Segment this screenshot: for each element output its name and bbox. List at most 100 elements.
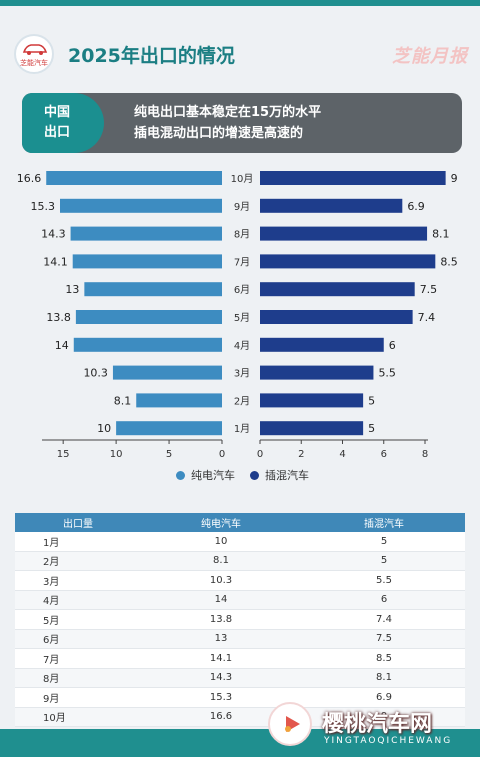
table-cell: 6.9: [303, 687, 465, 708]
table-cell: 16.6: [139, 707, 303, 727]
table-cell: 7月: [15, 648, 139, 669]
category-label: 9月: [234, 201, 250, 213]
table-cell: 9: [303, 707, 465, 727]
table-cell: 13: [139, 629, 303, 649]
data-label-phev: 7.4: [418, 311, 436, 324]
legend-dot-pure: [176, 471, 185, 480]
category-label: 1月: [234, 423, 250, 435]
table-cell: 6: [303, 590, 465, 610]
table-cell: 5: [303, 532, 465, 552]
table-header-month: 出口量: [15, 513, 139, 532]
logo-text: 芝能汽车: [20, 59, 48, 67]
category-label: 2月: [234, 395, 250, 407]
top-band: [0, 0, 480, 6]
table-cell: 7.5: [303, 629, 465, 649]
bar-phev: [260, 337, 384, 352]
table-cell: 5.5: [303, 570, 465, 591]
table-header-row: 出口量 纯电汽车 插混汽车: [15, 513, 465, 532]
table-cell: 15.3: [139, 687, 303, 708]
bar-pure-ev: [72, 254, 223, 269]
data-label-phev: 7.5: [420, 283, 438, 296]
data-label-phev: 8.1: [432, 228, 450, 241]
banner-text-line-1: 纯电出口基本稳定在15万的水平: [134, 105, 322, 120]
table-row: 9月 15.3 6.9: [15, 687, 465, 708]
category-label: 6月: [234, 284, 250, 296]
table-cell: 10月: [15, 707, 139, 727]
banner-tag-line-2: 出口: [44, 125, 71, 140]
table-cell: 5: [303, 551, 465, 571]
data-label-pure-ev: 14: [55, 339, 69, 352]
table-cell: 13.8: [139, 609, 303, 630]
table-cell: 14: [139, 590, 303, 610]
table-cell: 7.4: [303, 609, 465, 630]
legend-item-phev: 插混汽车: [250, 467, 309, 483]
table-row: 4月 14 6: [15, 590, 465, 610]
banner-text: 纯电出口基本稳定在15万的水平 插电混动出口的增速是高速的: [134, 102, 321, 144]
chart-legend: 纯电汽车 插混汽车: [0, 464, 480, 484]
table-cell: 9月: [15, 687, 139, 708]
table-row: 8月 14.3 8.1: [15, 668, 465, 688]
table-cell: 6月: [15, 629, 139, 649]
category-label: 8月: [234, 229, 250, 241]
tick-label: 0: [257, 449, 263, 460]
data-label-pure-ev: 14.1: [43, 255, 68, 268]
table-cell: 1月: [15, 532, 139, 552]
data-label-phev: 9: [451, 172, 458, 185]
tick-label: 10: [110, 449, 123, 460]
table-row: 2月 8.1 5: [15, 551, 465, 571]
table-row: 3月 10.3 5.5: [15, 570, 465, 591]
table-cell: 5月: [15, 609, 139, 630]
bar-pure-ev: [60, 198, 222, 213]
bar-pure-ev: [73, 337, 222, 352]
table-header-pure: 纯电汽车: [139, 513, 303, 532]
table-cell: 10: [139, 532, 303, 552]
export-bar-chart: 10 5 1月 8.1 5 2月 10.3 5.5 3月 14 6 4月 13.8 7.4 5月 13 7.5 6…: [17, 171, 458, 460]
data-label-pure-ev: 14.3: [41, 228, 66, 241]
bar-pure-ev: [112, 365, 222, 380]
tick-label: 8: [422, 449, 428, 460]
bar-phev: [260, 226, 428, 241]
table-row: 7月 14.1 8.5: [15, 648, 465, 669]
watermark: 樱桃汽车网 YINGTAOQICHEWANG: [268, 700, 480, 757]
bar-pure-ev: [70, 226, 223, 241]
bar-pure-ev: [75, 310, 222, 324]
table-cell: 3月: [15, 570, 139, 591]
bar-phev: [260, 198, 403, 213]
legend-label-phev: 插混汽车: [265, 469, 309, 482]
data-label-pure-ev: 15.3: [31, 200, 56, 213]
bar-pure-ev: [46, 171, 223, 185]
table-cell: 14.3: [139, 668, 303, 688]
table-cell: 8.5: [303, 648, 465, 669]
footer-band: [0, 729, 480, 757]
data-label-pure-ev: 13.8: [46, 311, 71, 324]
data-table: 出口量 纯电汽车 插混汽车 1月 10 5 2月 8.1 5 3月 10.3 5.5 4月 1…: [15, 513, 465, 727]
category-label: 7月: [234, 256, 250, 268]
category-label: 5月: [234, 312, 250, 324]
tick-label: 0: [219, 449, 225, 460]
table-header-phev: 插混汽车: [303, 513, 465, 532]
tick-label: 2: [298, 449, 304, 460]
bar-phev: [260, 282, 415, 297]
tick-label: 15: [57, 449, 70, 460]
watermark-badge: [268, 702, 312, 746]
table-cell: 8月: [15, 668, 139, 688]
bar-pure-ev: [116, 421, 222, 436]
tick-label: 5: [166, 449, 172, 460]
banner-tag: 中国 出口: [22, 93, 104, 153]
bar-pure-ev: [84, 282, 223, 297]
table-cell: 8.1: [303, 668, 465, 688]
data-label-phev: 5.5: [378, 367, 396, 380]
play-icon: [285, 716, 300, 732]
bar-phev: [260, 171, 446, 185]
watermark-sub: YINGTAOQICHEWANG: [324, 736, 453, 746]
bar-phev: [260, 365, 374, 380]
data-label-pure-ev: 13: [65, 283, 79, 296]
legend-label-pure: 纯电汽车: [191, 469, 235, 482]
banner-text-line-2: 插电混动出口的增速是高速的: [134, 126, 304, 141]
bar-pure-ev: [136, 393, 222, 408]
summary-banner: 中国 出口 纯电出口基本稳定在15万的水平 插电混动出口的增速是高速的: [22, 93, 462, 153]
category-label: 10月: [231, 173, 254, 185]
data-label-pure-ev: 16.6: [17, 172, 42, 185]
tick-label: 4: [339, 449, 345, 460]
table-row: 6月 13 7.5: [15, 629, 465, 649]
